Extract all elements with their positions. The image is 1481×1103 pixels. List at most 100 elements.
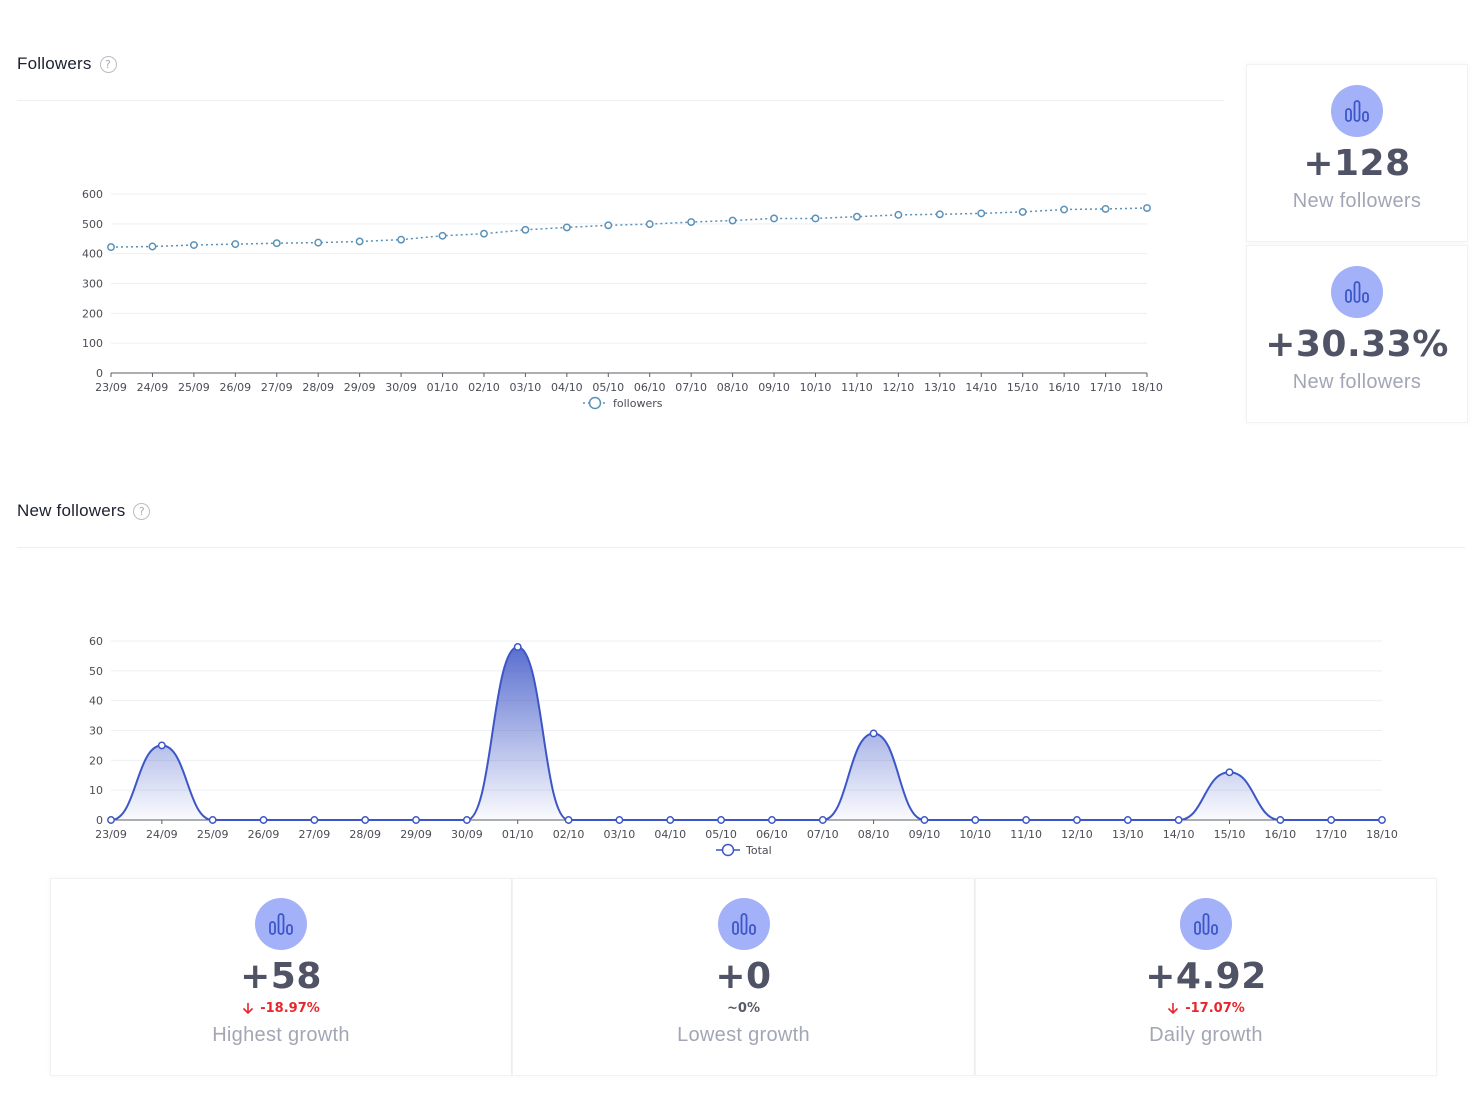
data-point xyxy=(148,242,157,251)
data-point xyxy=(272,239,281,248)
stat-value: +0 xyxy=(715,956,772,997)
x-tick-label: 16/10 xyxy=(1048,381,1080,394)
stat-value: +58 xyxy=(240,956,322,997)
y-tick-label: 60 xyxy=(89,635,103,648)
stat-card-lowest-growth: +0 ~0% Lowest growth xyxy=(512,878,975,1076)
x-tick-label: 11/10 xyxy=(1010,828,1042,841)
x-tick-label: 30/09 xyxy=(385,381,417,394)
x-tick-label: 16/10 xyxy=(1264,828,1296,841)
data-point xyxy=(361,816,370,824)
x-tick-label: 05/10 xyxy=(705,828,737,841)
x-tick-label: 28/09 xyxy=(302,381,334,394)
data-point xyxy=(1101,204,1110,213)
data-point xyxy=(894,210,903,219)
stat-card-highest-growth: +58 -18.97% Highest growth xyxy=(50,878,512,1076)
stat-card-new-followers-count: +128 New followers xyxy=(1246,64,1468,242)
y-tick-label: 500 xyxy=(82,218,103,231)
legend-marker xyxy=(721,843,735,857)
x-tick-label: 14/10 xyxy=(1163,828,1195,841)
data-point xyxy=(645,220,654,229)
data-point xyxy=(513,643,522,651)
stat-value: +128 xyxy=(1303,143,1411,184)
data-point xyxy=(767,816,776,824)
y-tick-label: 40 xyxy=(89,695,103,708)
legend-label: Total xyxy=(745,844,772,857)
x-tick-label: 08/10 xyxy=(717,381,749,394)
data-point xyxy=(770,214,778,223)
followers-title-text: Followers xyxy=(17,54,92,73)
data-point xyxy=(666,816,675,824)
x-tick-label: 17/10 xyxy=(1315,828,1347,841)
arrow-down-icon xyxy=(243,1003,254,1015)
x-tick-label: 27/09 xyxy=(299,828,331,841)
x-tick-label: 09/10 xyxy=(758,381,790,394)
data-point xyxy=(811,214,820,223)
help-icon[interactable]: ? xyxy=(133,502,151,520)
y-tick-label: 400 xyxy=(82,248,103,261)
stat-value: +30.33% xyxy=(1265,324,1449,365)
new-followers-divider xyxy=(17,547,1465,548)
data-point xyxy=(231,240,240,249)
series-area xyxy=(111,646,1382,820)
data-point xyxy=(977,209,986,218)
data-point xyxy=(521,225,530,234)
data-point xyxy=(920,816,929,824)
x-tick-label: 18/10 xyxy=(1131,381,1163,394)
data-point xyxy=(728,216,737,225)
data-point xyxy=(157,741,166,750)
x-tick-label: 07/10 xyxy=(807,828,839,841)
stat-change: ~0% xyxy=(727,1001,760,1016)
bar-chart-icon xyxy=(1180,898,1232,950)
data-point xyxy=(1018,207,1027,216)
data-point xyxy=(480,229,488,238)
x-tick-label: 23/09 xyxy=(95,381,127,394)
x-tick-label: 03/10 xyxy=(604,828,636,841)
stat-label: Daily growth xyxy=(1149,1024,1263,1046)
data-point xyxy=(259,816,268,824)
bar-chart-icon xyxy=(1331,85,1383,137)
stat-change-text: -17.07% xyxy=(1185,1001,1245,1016)
new-followers-section-title: New followers ? xyxy=(17,501,151,521)
data-point xyxy=(1123,816,1132,824)
help-icon[interactable]: ? xyxy=(99,55,117,73)
stat-label: New followers xyxy=(1292,190,1422,212)
data-point xyxy=(869,729,878,738)
data-point xyxy=(189,241,198,249)
stat-change-text: -18.97% xyxy=(260,1001,320,1016)
arrow-down-icon xyxy=(1168,1003,1179,1015)
x-tick-label: 07/10 xyxy=(675,381,707,394)
x-tick-label: 27/09 xyxy=(261,381,293,394)
x-tick-label: 25/09 xyxy=(197,828,229,841)
bar-chart-icon xyxy=(255,898,307,950)
new-followers-area-chart: 0 10 20 30 40 50 60 23/09 24/09 25/09 26/09 27/09 28… xyxy=(89,635,1398,857)
x-tick-label: 06/10 xyxy=(634,381,666,394)
x-tick-label: 14/10 xyxy=(965,381,997,394)
data-point xyxy=(107,243,115,252)
data-point xyxy=(1276,816,1285,824)
data-point xyxy=(687,218,696,226)
data-point xyxy=(412,816,420,824)
stat-value: +4.92 xyxy=(1145,956,1267,997)
data-point xyxy=(1022,816,1031,824)
data-point xyxy=(564,816,573,824)
y-tick-label: 600 xyxy=(82,188,103,201)
stat-change-text: ~0% xyxy=(727,1001,760,1016)
stat-label: Highest growth xyxy=(212,1024,350,1046)
bar-chart-icon xyxy=(1331,266,1383,318)
x-tick-label: 12/10 xyxy=(1061,828,1093,841)
data-point xyxy=(971,816,980,824)
followers-divider xyxy=(17,100,1224,101)
series-line xyxy=(110,207,1148,248)
x-tick-label: 09/10 xyxy=(909,828,941,841)
data-point xyxy=(604,221,613,230)
y-tick-label: 200 xyxy=(82,307,103,320)
bar-chart-icon xyxy=(717,898,770,950)
x-tick-label: 05/10 xyxy=(592,381,624,394)
data-point xyxy=(935,210,944,219)
x-tick-label: 04/10 xyxy=(551,381,583,394)
x-tick-label: 06/10 xyxy=(756,828,788,841)
x-tick-label: 13/10 xyxy=(924,381,956,394)
data-point xyxy=(314,238,323,247)
followers-section-title: Followers ? xyxy=(17,54,117,74)
data-point xyxy=(107,816,115,824)
